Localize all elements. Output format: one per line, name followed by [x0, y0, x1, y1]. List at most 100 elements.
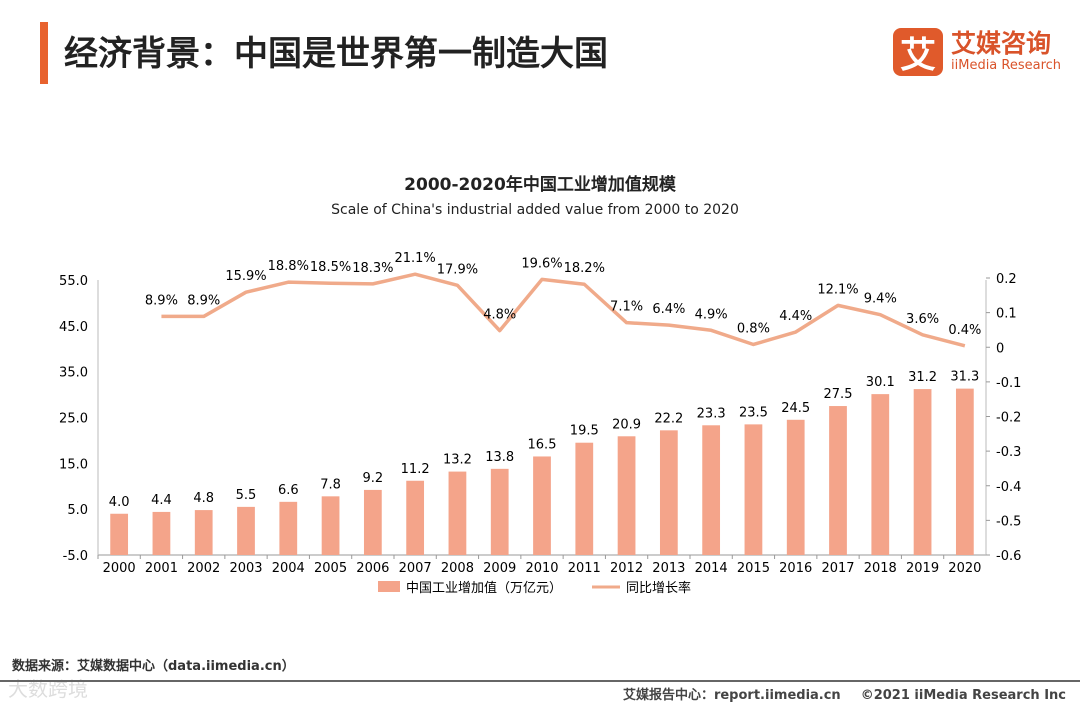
bar-label: 11.2	[401, 462, 430, 477]
y-left-tick: 55.0	[59, 274, 88, 289]
y-right-tick: -0.5	[996, 514, 1021, 529]
y-left-tick: 5.0	[67, 503, 88, 518]
bar	[786, 419, 805, 555]
bar-label: 27.5	[824, 387, 853, 402]
growth-label: 12.1%	[817, 282, 858, 297]
growth-label: 4.9%	[695, 307, 728, 322]
growth-label: 4.8%	[483, 308, 516, 323]
bar	[152, 511, 171, 555]
growth-label: 0.8%	[737, 321, 770, 336]
bar	[448, 471, 467, 555]
growth-label: 7.1%	[610, 300, 643, 315]
bar-label: 19.5	[570, 424, 599, 439]
x-tick: 2005	[314, 561, 347, 576]
y-left-tick: 45.0	[59, 320, 88, 335]
bar	[617, 436, 636, 555]
logo-mark: 艾	[893, 28, 943, 76]
y-right-tick: -0.2	[996, 411, 1021, 426]
y-right-tick: -0.1	[996, 376, 1021, 391]
legend-bar-label: 中国工业增加值（万亿元）	[406, 580, 562, 596]
bar-label: 30.1	[866, 375, 895, 390]
x-tick: 2008	[441, 561, 474, 576]
page-title: 经济背景：中国是世界第一制造大国	[64, 34, 608, 74]
growth-label: 6.4%	[652, 302, 685, 317]
bar	[194, 510, 213, 555]
bar-label: 13.8	[485, 450, 514, 465]
growth-label: 18.2%	[564, 261, 605, 276]
growth-label: 18.5%	[310, 260, 351, 275]
legend-bar-swatch	[378, 581, 400, 592]
legend-line-label: 同比增长率	[626, 580, 691, 596]
bar-label: 4.8	[193, 491, 214, 506]
bar-label: 22.2	[654, 411, 683, 426]
data-source: 数据来源：艾媒数据中心（data.iimedia.cn）	[12, 659, 295, 674]
bar	[829, 406, 847, 555]
title-accent-bar	[40, 22, 48, 84]
x-tick: 2007	[399, 561, 432, 576]
bar-label: 5.5	[236, 488, 257, 503]
x-tick: 2019	[906, 561, 939, 576]
footer-divider	[0, 680, 1080, 682]
bar-label: 16.5	[528, 437, 557, 452]
x-tick: 2017	[821, 561, 854, 576]
y-left-tick: 35.0	[59, 366, 88, 381]
bar	[490, 468, 509, 555]
bar	[279, 501, 298, 555]
bar	[575, 442, 594, 555]
growth-label: 9.4%	[864, 292, 897, 307]
growth-label: 8.9%	[145, 293, 178, 308]
bar-label: 31.3	[950, 370, 979, 385]
x-tick: 2004	[272, 561, 305, 576]
bar-label: 9.2	[363, 471, 384, 486]
x-tick: 2000	[103, 561, 136, 576]
bar-label: 24.5	[781, 401, 810, 416]
growth-label: 3.6%	[906, 312, 939, 327]
x-tick: 2006	[356, 561, 389, 576]
growth-label: 18.8%	[268, 259, 309, 274]
bar-label: 23.3	[697, 406, 726, 421]
bar	[110, 513, 129, 555]
growth-label: 15.9%	[225, 269, 266, 284]
y-left-tick: 15.0	[59, 457, 88, 472]
bar	[871, 394, 890, 555]
growth-label: 0.4%	[948, 323, 981, 338]
growth-label: 18.3%	[352, 261, 393, 276]
bar	[744, 424, 763, 555]
bar	[321, 496, 340, 555]
growth-line	[161, 272, 966, 348]
bar	[955, 388, 974, 555]
bar	[363, 489, 382, 555]
x-tick: 2020	[948, 561, 981, 576]
chart-title: 2000-2020年中国工业增加值规模	[404, 175, 676, 195]
report-center: 艾媒报告中心：report.iimedia.cn	[622, 688, 841, 703]
bar	[533, 456, 551, 555]
y-right-tick: -0.6	[996, 549, 1021, 564]
bar-label: 4.4	[151, 493, 172, 508]
growth-label: 4.4%	[779, 309, 812, 324]
watermark: 大数跨境	[8, 677, 88, 701]
y-right-tick: -0.4	[996, 480, 1021, 495]
bar	[913, 389, 932, 555]
iimedia-logo: 艾 艾媒咨询 iiMedia Research	[893, 28, 1061, 76]
bar-label: 20.9	[612, 417, 641, 432]
bar-label: 31.2	[908, 370, 937, 385]
y-left-tick: -5.0	[63, 549, 88, 564]
y-right-tick: 0.2	[996, 272, 1017, 287]
y-right-tick: 0.1	[996, 307, 1017, 322]
bar-label: 23.5	[739, 405, 768, 420]
x-tick: 2009	[483, 561, 516, 576]
x-tick: 2003	[229, 561, 262, 576]
x-tick: 2018	[864, 561, 897, 576]
x-tick: 2011	[568, 561, 601, 576]
bar	[237, 506, 255, 555]
x-tick: 2002	[187, 561, 220, 576]
x-tick: 2010	[525, 561, 558, 576]
x-tick: 2016	[779, 561, 812, 576]
footer: 艾媒报告中心：report.iimedia.cn ©2021 iiMedia Re…	[603, 684, 1066, 703]
x-tick: 2015	[737, 561, 770, 576]
bar	[702, 425, 721, 555]
chart-subtitle: Scale of China's industrial added value …	[331, 202, 739, 218]
logo-en: iiMedia Research	[951, 58, 1062, 73]
x-tick: 2012	[610, 561, 643, 576]
bar-label: 13.2	[443, 453, 472, 468]
